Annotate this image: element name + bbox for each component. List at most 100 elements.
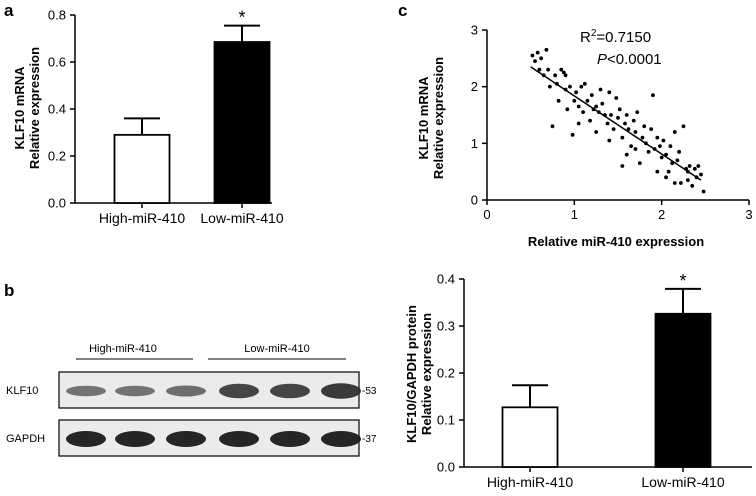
blot-row-label: KLF10 xyxy=(6,385,38,397)
panel-c-point xyxy=(579,84,584,89)
blot-group-label: High-miR-410 xyxy=(89,343,157,355)
panel-c-point xyxy=(701,189,706,194)
panel-c-point xyxy=(690,183,695,188)
panel-a-bar xyxy=(213,41,271,204)
panel-c-point xyxy=(666,169,671,174)
panel-c-point xyxy=(655,169,660,174)
panel-c-point xyxy=(672,130,677,134)
panel-a-y-tick-label: 0.8 xyxy=(48,8,66,23)
panel-c-point xyxy=(635,110,640,115)
panel-c-point xyxy=(620,135,625,140)
panel-c-point xyxy=(658,144,662,149)
panel-c-point xyxy=(651,93,655,98)
panel-c-point xyxy=(675,158,680,163)
panel-a-significance-star: * xyxy=(238,8,245,28)
panel-b-bar-significance-star: * xyxy=(679,271,686,291)
blot-band xyxy=(270,383,310,399)
panel-c-point xyxy=(539,56,544,61)
panel-c-y-tick-label: 2 xyxy=(471,79,478,94)
panel-c-point xyxy=(556,98,561,103)
blot-band xyxy=(166,431,206,447)
panel-c-point xyxy=(685,178,690,183)
panel-c-point xyxy=(633,130,638,134)
panel-b-bar-chart: KLF10/GAPDH protein Relative expression … xyxy=(404,271,752,490)
panel-c-point xyxy=(668,144,673,149)
panel-b-bar-category-label: High-miR-410 xyxy=(487,474,574,490)
panel-a-ylabel-line2: Relative expression xyxy=(27,47,42,169)
panel-c-point xyxy=(672,181,677,185)
panel-b-bar-bar xyxy=(654,312,712,468)
panel-c-point xyxy=(530,53,535,58)
panel-c-point xyxy=(589,93,594,98)
blot-band xyxy=(321,431,361,447)
panel-a-category-label: Low-miR-410 xyxy=(200,210,283,226)
panel-c-point xyxy=(623,121,627,126)
panel-c-point xyxy=(585,98,590,103)
panel-c-regression-line xyxy=(530,66,702,181)
panel-c-x-tick-label: 1 xyxy=(571,207,578,222)
panel-c-point xyxy=(594,104,599,109)
panel-b-bar-category-label: Low-miR-410 xyxy=(641,474,724,490)
panel-a-ylabel-line1: KLF10 mRNA xyxy=(12,66,27,150)
panel-c-point xyxy=(568,84,572,89)
panel-c-point xyxy=(620,164,625,168)
panel-c-point xyxy=(607,90,612,95)
blot-band xyxy=(166,385,206,397)
panel-b-bar-bar xyxy=(501,406,559,468)
panel-c-point xyxy=(624,152,629,157)
panel-c-point xyxy=(678,181,683,185)
panel-c-point xyxy=(661,138,666,143)
panel-c-point xyxy=(681,124,686,129)
panel-c-point xyxy=(559,67,564,72)
panel-c-point xyxy=(546,67,551,72)
panel-c-point xyxy=(633,147,638,151)
panel-c-point xyxy=(699,172,703,177)
panel-c-point xyxy=(550,124,555,129)
panel-c-scatter: KLF10 mRNA Relative expression Relative … xyxy=(416,23,753,250)
panel-c-point xyxy=(581,110,585,115)
panel-c-point xyxy=(646,149,651,154)
blot-band xyxy=(321,383,361,399)
panel-c-point xyxy=(624,113,629,117)
panel-b-bar-y-tick-label: 0.1 xyxy=(437,413,455,428)
panel-c-x-tick-label: 3 xyxy=(745,207,752,222)
panel-c-point xyxy=(609,113,613,117)
blot-band xyxy=(115,431,155,447)
panel-c-point xyxy=(664,175,668,180)
panel-c-point xyxy=(659,155,664,160)
panel-c-point xyxy=(598,87,603,92)
panel-b-bar-y-tick-label: 0.3 xyxy=(437,319,455,334)
panel-label-c: c xyxy=(398,1,407,20)
panel-c-point xyxy=(607,138,612,143)
panel-c-point xyxy=(570,132,575,137)
panel-c-point xyxy=(572,98,577,103)
panel-a-y-tick-label: 0.2 xyxy=(48,149,66,164)
panel-c-point xyxy=(535,50,540,55)
panel-c-point xyxy=(642,124,647,129)
panel-c-point xyxy=(655,135,660,140)
panel-a-y-tick-label: 0.4 xyxy=(48,102,66,117)
blot-group-label: Low-miR-410 xyxy=(244,343,309,355)
panel-c-point xyxy=(576,121,581,126)
panel-c-point xyxy=(617,107,622,112)
blot-band xyxy=(66,431,106,447)
blot-mw-marker: -53 xyxy=(362,386,377,397)
panel-b-bar-y-tick-label: 0.4 xyxy=(437,272,455,287)
blot-mw-marker: -37 xyxy=(362,434,377,445)
panel-c-x-tick-label: 2 xyxy=(658,207,665,222)
panel-c-y-tick-label: 1 xyxy=(471,136,478,151)
panel-c-point xyxy=(582,81,587,86)
panel-b-western-blot: High-miR-410 Low-miR-410 KLF10 -53 GAPDH -37 xyxy=(6,343,377,457)
blot-band xyxy=(66,385,106,397)
panel-c-point xyxy=(576,104,581,109)
panel-c-point xyxy=(631,118,636,123)
panel-c-point xyxy=(533,59,537,64)
panel-a-y-tick-label: 0.6 xyxy=(48,55,66,70)
panel-c-point xyxy=(692,166,697,171)
blot-band xyxy=(219,431,259,447)
panel-c-point xyxy=(537,67,542,72)
panel-c-point xyxy=(614,96,619,100)
panel-c-point xyxy=(611,127,616,132)
panel-c-point xyxy=(640,135,645,140)
